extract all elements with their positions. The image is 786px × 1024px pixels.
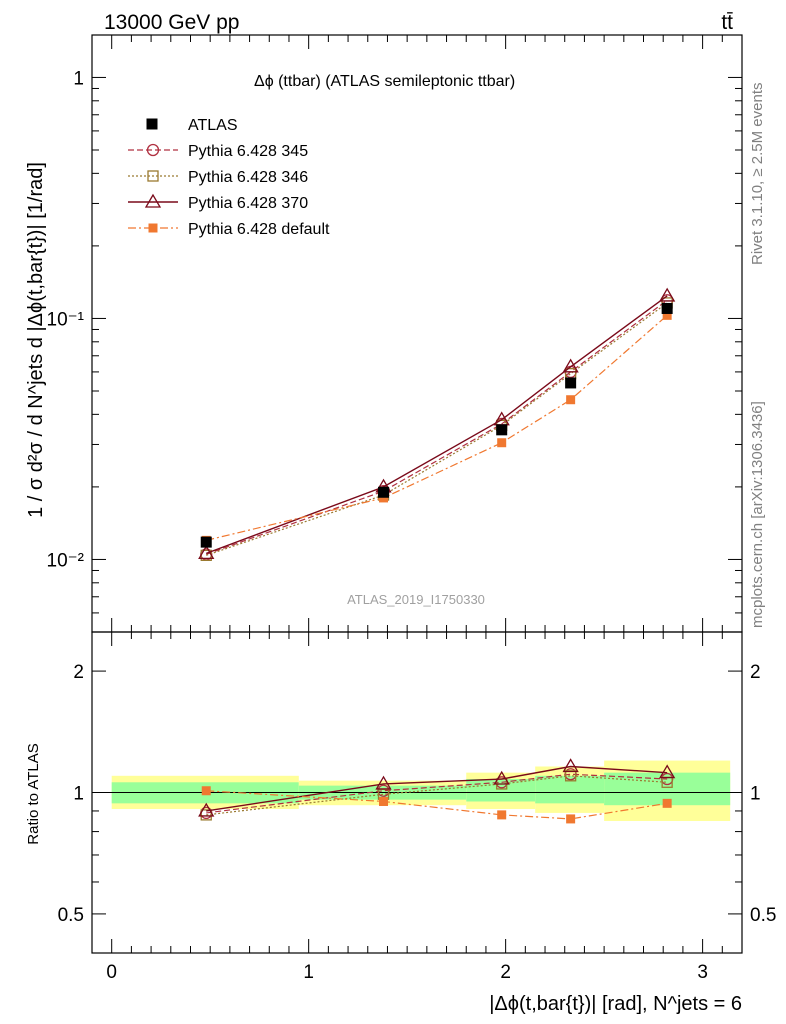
ratio-point-p370 (493, 770, 510, 785)
main-atlas-point (200, 536, 212, 548)
legend-label-p370: Pythia 6.428 370 (188, 195, 308, 212)
ratio-y-tick-label: 2 (73, 662, 84, 683)
main-point-pdef (566, 395, 576, 405)
ratio-point-pdef (497, 810, 507, 820)
main-atlas-point (496, 424, 508, 436)
ratio-y-tick-label-right: 0.5 (750, 905, 776, 926)
ratio-point-pdef (201, 786, 211, 796)
x-axis-label: |Δϕ(t,bar{t})| [rad], N^jets = 6 (489, 993, 742, 1015)
main-series-pdef (201, 310, 672, 545)
ratio-point-p346 (564, 770, 577, 782)
main-series-p346 (200, 297, 673, 561)
main-point-pdef (497, 438, 507, 448)
main-point-p370 (198, 545, 215, 560)
ratio-line-pdef (206, 790, 668, 820)
ratio-line-p370 (206, 765, 668, 812)
legend-entry-p345: Pythia 6.428 345 (128, 143, 308, 160)
ratio-point-p370 (198, 802, 215, 817)
legend-marker-p346 (147, 170, 159, 182)
ratio-point-p370 (659, 764, 676, 779)
ratio-point-p370 (375, 775, 392, 790)
main-atlas-point (378, 486, 390, 498)
legend-marker-pdef (148, 223, 158, 233)
ratio-series-p370 (198, 758, 676, 817)
watermark: ATLAS_2019_I1750330 (347, 592, 485, 607)
main-series-p370 (198, 287, 676, 560)
ratio-point-pdef (566, 814, 576, 824)
legend-entry-p346: Pythia 6.428 346 (128, 169, 308, 186)
legend: ATLAS Pythia 6.428 345 Pythia 6.428 346 Pyt… (128, 117, 330, 238)
legend-entry-pdef: Pythia 6.428 default (128, 221, 330, 238)
band-inner-2 (466, 779, 536, 802)
x-tick-label: 2 (500, 962, 511, 983)
legend-entry-p370: Pythia 6.428 370 (128, 193, 308, 212)
main-atlas-point (661, 302, 673, 314)
main-line-p345 (206, 299, 668, 555)
ratio-point-pdef (662, 798, 672, 808)
legend-label-atlas: ATLAS (188, 117, 238, 134)
main-ylabel: 1 / σ d²σ / d N^jets d |Δϕ(t,bar{t})| [1… (25, 162, 47, 518)
main-atlas-point (565, 377, 577, 389)
legend-label-pdef: Pythia 6.428 default (188, 221, 330, 238)
y-tick-label: 10⁻¹ (47, 309, 85, 330)
ratio-point-p370 (562, 758, 579, 773)
legend-marker-p345 (146, 143, 160, 157)
main-line-pdef (206, 314, 668, 541)
legend-marker-p370 (144, 193, 162, 208)
y-tick-label: 1 (73, 68, 84, 89)
x-tick-label: 0 (106, 962, 117, 983)
main-point-pdef (662, 310, 672, 320)
legend-label-p345: Pythia 6.428 345 (188, 143, 308, 160)
ratio-y-tick-label-right: 1 (750, 784, 761, 805)
main-line-p370 (205, 295, 668, 555)
y-tick-label: 10⁻² (47, 550, 85, 571)
chart-title: Δϕ (ttbar) (ATLAS semileptonic ttbar) (254, 73, 515, 90)
main-point-pdef (379, 493, 389, 503)
main-point-p370 (562, 358, 579, 373)
series-layer (198, 287, 676, 824)
ratio-point-p346 (200, 809, 212, 821)
ratio-series-pdef (201, 786, 672, 824)
main-series-p345 (200, 294, 674, 561)
ratio-ylabel: Ratio to ATLAS (25, 743, 42, 844)
ratio-y-tick-label: 1 (73, 784, 84, 805)
legend-label-p346: Pythia 6.428 346 (188, 169, 308, 186)
axes: 0 1 2 3 1 10⁻¹ 10⁻² 2 2 1 1 0.5 0.5 (47, 34, 776, 983)
process-label: tt̄ (721, 11, 733, 34)
x-tick-label: 1 (303, 962, 314, 983)
main-line-p346 (206, 302, 668, 556)
legend-marker-atlas (146, 118, 158, 130)
main-series-atlas (200, 302, 673, 548)
legend-entry-atlas: ATLAS (146, 117, 238, 134)
rivet-label: Rivet 3.1.10, ≥ 2.5M events (749, 83, 766, 266)
ratio-y-tick-label: 0.5 (58, 905, 84, 926)
ratio-point-pdef (379, 796, 389, 806)
main-point-p370 (659, 287, 676, 302)
energy-label: 13000 GeV pp (104, 11, 239, 34)
mcplots-label: mcplots.cern.ch [arXiv:1306.3436] (749, 401, 766, 628)
ratio-y-tick-label-right: 2 (750, 662, 761, 683)
x-tick-label: 3 (697, 962, 708, 983)
